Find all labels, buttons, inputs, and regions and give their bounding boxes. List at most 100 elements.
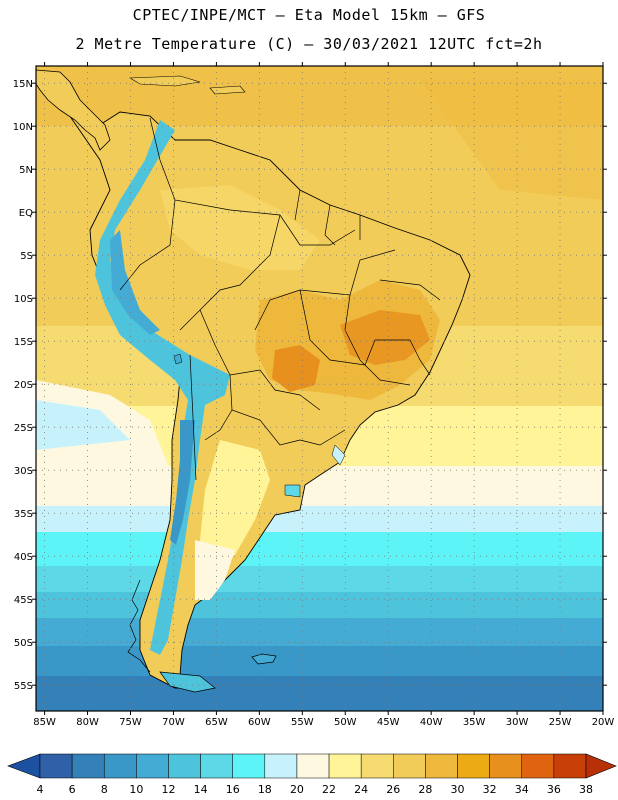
lon-label: 75W <box>119 717 142 728</box>
ocean-band-8 <box>36 646 603 676</box>
lat-label: 10N <box>13 122 33 133</box>
lon-label: 35W <box>463 717 486 728</box>
colorbar-swatch <box>296 753 330 779</box>
lat-label: 50S <box>14 638 33 649</box>
andes-cold-band <box>95 120 230 655</box>
colorbar-swatch <box>264 753 298 779</box>
chart-title-line-2: 2 Metre Temperature (C) – 30/03/2021 12U… <box>75 35 543 53</box>
lat-label: 5N <box>19 165 33 176</box>
lat-label: 15S <box>14 337 33 348</box>
colorbar <box>7 753 617 779</box>
lake-titicaca <box>173 353 183 365</box>
colorbar-tick-label: 6 <box>68 783 76 796</box>
colorbar-tick-label: 36 <box>546 783 561 796</box>
lon-label: 65W <box>205 717 228 728</box>
colorbar-swatch <box>200 753 233 779</box>
lat-label: 5S <box>20 251 33 262</box>
lon-label: 60W <box>248 717 271 728</box>
colorbar-swatch <box>457 753 490 779</box>
colorbar-swatch <box>489 753 523 779</box>
colorbar-tick-label: 12 <box>161 783 176 796</box>
longitude-labels: 85W 80W 75W 70W 65W 60W 55W 50W 45W 40W 35W 30W 25W 2… <box>33 717 614 728</box>
colorbar-swatch <box>360 753 394 779</box>
lat-label: EQ <box>19 208 33 219</box>
colorbar-swatch <box>425 753 458 779</box>
colorbar-tick-label: 4 <box>36 783 44 796</box>
colorbar-tick-label: 16 <box>225 783 240 796</box>
colorbar-tick-label: 34 <box>514 783 529 796</box>
ocean-band-20 <box>36 506 603 532</box>
ocean-band-14 <box>36 566 603 592</box>
colorbar-swatch <box>168 753 201 779</box>
colorbar-tick-label: 28 <box>418 783 433 796</box>
lon-label: 55W <box>291 717 314 728</box>
colorbar-tick-label: 10 <box>129 783 144 796</box>
lat-label: 30S <box>14 466 33 477</box>
river-plate <box>284 484 301 498</box>
lat-label: 45S <box>14 595 33 606</box>
ocean-band-12 <box>36 592 603 618</box>
colorbar-swatch <box>232 753 266 779</box>
cool-region-argentina <box>200 440 270 575</box>
warm-region-amazon <box>160 185 320 270</box>
colorbar-tick-label: 30 <box>450 783 465 796</box>
lat-label: 55S <box>14 681 33 692</box>
cool-region-patagonia <box>195 540 235 600</box>
lat-label: 35S <box>14 509 33 520</box>
colorbar-tick-label: 8 <box>100 783 108 796</box>
colorbar-arrow-high <box>585 753 617 779</box>
andes-very-cold <box>170 420 195 545</box>
colorbar-tick-label: 20 <box>289 783 304 796</box>
lon-label: 45W <box>377 717 400 728</box>
colorbar-swatch <box>521 753 555 779</box>
colorbar-swatch <box>328 753 362 779</box>
colorbar-tick-label: 18 <box>257 783 272 796</box>
pacific-cool-tongue-2 <box>36 400 130 450</box>
central-america-land <box>36 69 111 151</box>
lon-label: 70W <box>162 717 185 728</box>
hot-region-mato-grosso <box>272 345 320 392</box>
lon-label: 40W <box>420 717 443 728</box>
falkland-islands <box>251 653 277 665</box>
caribbean-island-small <box>209 85 246 95</box>
colorbar-tick-label: 26 <box>386 783 401 796</box>
colorbar-tick-label: 38 <box>579 783 593 796</box>
map-plot-area <box>36 66 603 711</box>
colorbar-tick-label: 24 <box>354 783 369 796</box>
lon-label: 50W <box>334 717 357 728</box>
chile-fjords <box>127 579 151 673</box>
lon-label: 85W <box>33 717 56 728</box>
colorbar-swatch <box>103 753 137 779</box>
lon-label: 30W <box>506 717 529 728</box>
colorbar-arrow-low <box>7 753 41 779</box>
lon-label: 20W <box>592 717 615 728</box>
colorbar-tick-label: 32 <box>482 783 497 796</box>
hot-region-goias <box>340 310 430 365</box>
colorbar-swatch <box>71 753 105 779</box>
colorbar-swatch <box>136 753 169 779</box>
colorbar-swatch <box>393 753 426 779</box>
lon-label: 80W <box>76 717 99 728</box>
map-frame <box>35 65 604 712</box>
ocean-band-10 <box>36 618 603 646</box>
colorbar-tick-label: 14 <box>193 783 208 796</box>
tierra-del-fuego <box>159 671 216 693</box>
ocean-band-16 <box>36 532 603 566</box>
andes-highland-cold <box>110 230 160 335</box>
lon-label: 25W <box>549 717 572 728</box>
colorbar-swatch <box>39 753 73 779</box>
axis-ticks <box>32 62 607 715</box>
ocean-band-6 <box>36 676 603 711</box>
colorbar-tick-label: 22 <box>322 783 337 796</box>
lat-label: 25S <box>14 423 33 434</box>
colorbar-swatch <box>553 753 587 779</box>
chart-title-line-1: CPTEC/INPE/MCT – Eta Model 15km – GFS <box>132 6 486 24</box>
latitude-labels: 15N 10N 5N EQ 5S 10S 15S 20S 25S 30S 35S 40S 45S 50S 5… <box>13 79 33 692</box>
lat-label: 15N <box>13 79 33 90</box>
lat-label: 40S <box>14 552 33 563</box>
atlantic-warm-north <box>420 80 603 200</box>
country-borders <box>119 117 441 481</box>
lagoa-dos-patos <box>331 444 346 466</box>
lat-label: 10S <box>14 294 33 305</box>
